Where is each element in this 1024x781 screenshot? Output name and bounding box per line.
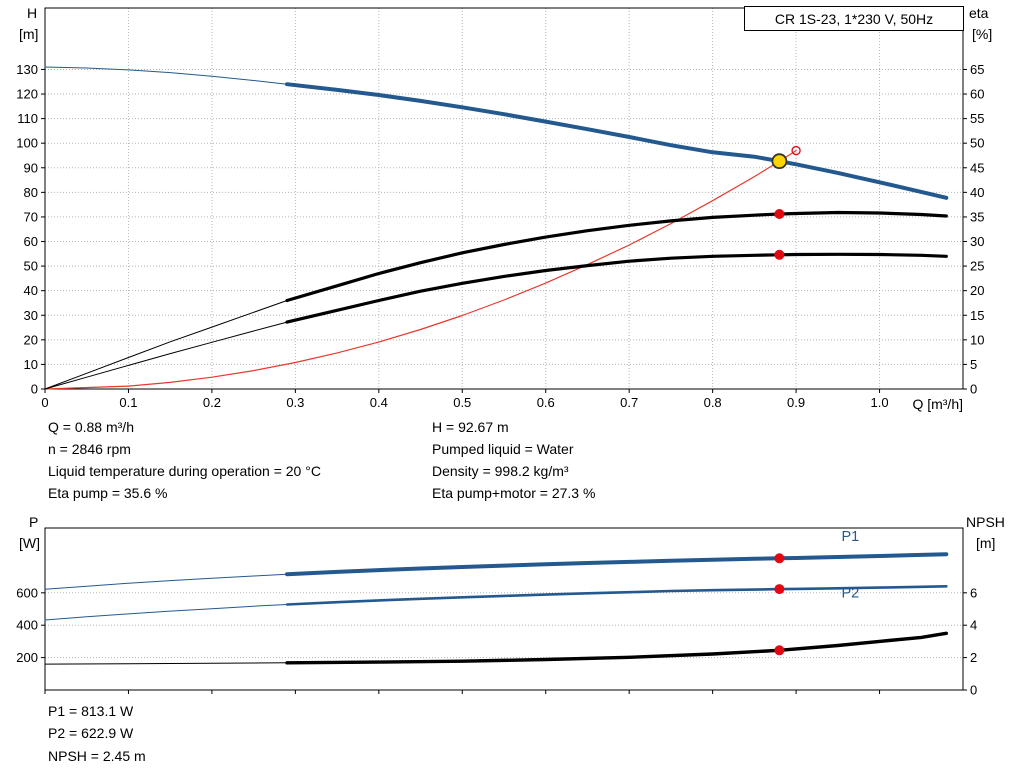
y-left-tick-label: 600: [16, 585, 38, 600]
y-right-tick-label: 40: [970, 185, 984, 200]
x-tick-label: 0.6: [537, 395, 555, 410]
duty-point-marker: [771, 153, 788, 170]
annotation-eta-pump: Eta pump = 35.6 %: [48, 485, 168, 501]
curve-duty-parabola: [44, 150, 797, 390]
y-left-tick-label: 20: [24, 332, 38, 347]
y-left-tick-label: 30: [24, 308, 38, 323]
y-right-tick-label: 35: [970, 209, 984, 224]
open-circle-marker: [791, 145, 801, 156]
y-right-tick-label: 10: [970, 332, 984, 347]
y-left-tick-label: 110: [17, 111, 38, 126]
y-left-tick-label: 120: [16, 87, 38, 102]
x-tick-label: 0.9: [787, 395, 805, 410]
y-left-tick-label: 60: [24, 234, 38, 249]
h-axis-unit: [m]: [19, 26, 39, 42]
y-left-tick-label: 70: [24, 209, 38, 224]
x-tick-label: 0.5: [453, 395, 471, 410]
x-tick-label: 1.0: [871, 395, 889, 410]
curve-npsh: [44, 662, 288, 665]
plot-border: [44, 7, 964, 390]
duty-value-marker: [774, 208, 785, 219]
annotation-q: Q = 0.88 m³/h: [48, 419, 134, 435]
y-right-tick-label: 6: [970, 585, 977, 600]
annotation-npsh: NPSH = 2.45 m: [48, 748, 146, 764]
duty-value-marker: [774, 645, 785, 656]
annotation-speed: n = 2846 rpm: [48, 441, 131, 457]
x-tick-label: 0.4: [370, 395, 388, 410]
curve-npsh: [285, 631, 948, 665]
h-axis-title: H: [27, 5, 38, 21]
x-tick-label: 0.2: [203, 395, 221, 410]
npsh-axis-title: NPSH: [966, 514, 1005, 530]
y-right-tick-label: 5: [970, 357, 977, 372]
y-left-tick-label: 90: [24, 160, 38, 175]
annotation-liquid: Pumped liquid = Water: [432, 441, 574, 457]
series-label-p2: P2: [841, 586, 859, 602]
curve-p2: [285, 585, 948, 606]
y-right-tick-label: 60: [970, 87, 984, 102]
annotation-p2: P2 = 622.9 W: [48, 725, 134, 741]
q-axis-title: Q [m³/h]: [912, 396, 963, 412]
curve-p1: [285, 552, 949, 577]
npsh-axis-unit: [m]: [976, 535, 996, 551]
annotation-density: Density = 998.2 kg/m³: [432, 463, 569, 479]
y-left-tick-label: 40: [24, 283, 38, 298]
curve-p2: [44, 604, 288, 621]
p-axis-unit: [W]: [19, 535, 40, 551]
annotation-temperature: Liquid temperature during operation = 20…: [48, 463, 321, 479]
x-tick-label: 0: [41, 395, 48, 410]
y-left-tick-label: 80: [24, 185, 38, 200]
curve-eta-pump: [44, 300, 288, 390]
curve-eta-total: [285, 252, 948, 324]
y-right-tick-label: 15: [970, 308, 984, 323]
pump-title-box: CR 1S-23, 1*230 V, 50Hz: [744, 6, 964, 31]
duty-value-marker: [774, 584, 785, 595]
x-tick-label: 0.3: [286, 395, 304, 410]
eta-axis-title: eta: [969, 5, 989, 21]
duty-value-marker: [774, 249, 785, 260]
y-right-tick-label: 65: [970, 62, 984, 77]
p-axis-title: P: [29, 514, 39, 530]
plot-border: [44, 527, 964, 691]
curve-eta-pump: [285, 210, 948, 303]
y-right-tick-label: 45: [970, 160, 984, 175]
y-left-tick-label: 50: [24, 259, 38, 274]
x-tick-label: 0.1: [119, 395, 137, 410]
y-right-tick-label: 0: [970, 683, 977, 698]
y-left-tick-label: 130: [16, 62, 38, 77]
y-left-tick-label: 100: [16, 136, 38, 151]
y-left-tick-label: 10: [24, 357, 38, 372]
x-tick-label: 0.7: [620, 395, 638, 410]
y-right-tick-label: 20: [970, 283, 984, 298]
y-left-tick-label: 0: [31, 382, 38, 397]
y-right-tick-label: 30: [970, 234, 984, 249]
annotation-p1: P1 = 813.1 W: [48, 703, 134, 719]
y-right-tick-label: 0: [970, 382, 977, 397]
series-label-p1: P1: [841, 529, 859, 545]
y-left-tick-label: 400: [16, 618, 38, 633]
curve-hq: [285, 82, 949, 200]
y-right-tick-label: 50: [970, 136, 984, 151]
curve-p1: [44, 573, 288, 590]
y-left-tick-label: 200: [16, 650, 38, 665]
eta-axis-unit: [%]: [972, 26, 993, 42]
annotation-head: H = 92.67 m: [432, 419, 509, 435]
duty-value-marker: [774, 553, 785, 564]
y-right-tick-label: 25: [970, 259, 984, 274]
y-right-tick-label: 55: [970, 111, 984, 126]
curve-eta-total: [44, 321, 288, 390]
y-right-tick-label: 2: [970, 650, 977, 665]
annotation-eta-total: Eta pump+motor = 27.3 %: [432, 485, 596, 501]
y-right-tick-label: 4: [970, 618, 977, 633]
curve-hq: [44, 66, 288, 85]
x-tick-label: 0.8: [704, 395, 722, 410]
